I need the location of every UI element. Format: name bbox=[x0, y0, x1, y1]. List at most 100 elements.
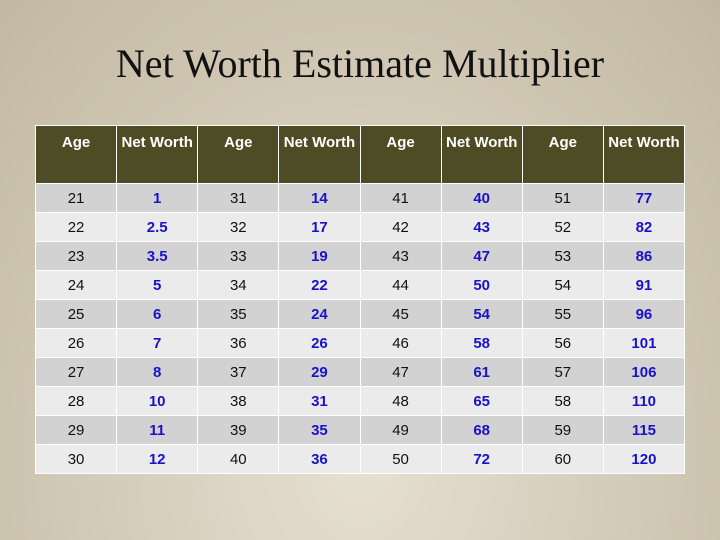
header-net-worth: Net Worth bbox=[278, 125, 361, 184]
header-row: Age Net Worth Age Net Worth Age Net Wort… bbox=[34, 125, 686, 184]
net-worth-cell: 22 bbox=[278, 270, 361, 300]
age-cell: 58 bbox=[521, 386, 604, 416]
header-age: Age bbox=[521, 125, 604, 184]
header-age: Age bbox=[197, 125, 280, 184]
age-cell: 40 bbox=[197, 444, 280, 474]
net-worth-cell: 40 bbox=[440, 183, 523, 213]
age-cell: 25 bbox=[34, 299, 118, 329]
age-cell: 60 bbox=[521, 444, 604, 474]
age-cell: 24 bbox=[34, 270, 118, 300]
net-worth-cell: 8 bbox=[116, 357, 199, 387]
table-row: 21 1 31 14 41 40 51 77 bbox=[34, 183, 686, 213]
net-worth-cell: 91 bbox=[602, 270, 686, 300]
age-cell: 38 bbox=[197, 386, 280, 416]
net-worth-cell: 47 bbox=[440, 241, 523, 271]
age-cell: 42 bbox=[359, 212, 442, 242]
age-cell: 33 bbox=[197, 241, 280, 271]
age-cell: 29 bbox=[34, 415, 118, 445]
age-cell: 59 bbox=[521, 415, 604, 445]
age-cell: 34 bbox=[197, 270, 280, 300]
net-worth-cell: 54 bbox=[440, 299, 523, 329]
age-cell: 32 bbox=[197, 212, 280, 242]
net-worth-cell: 12 bbox=[116, 444, 199, 474]
table-row: 25 6 35 24 45 54 55 96 bbox=[34, 299, 686, 329]
table-row: 28 10 38 31 48 65 58 110 bbox=[34, 386, 686, 416]
net-worth-cell: 58 bbox=[440, 328, 523, 358]
net-worth-cell: 106 bbox=[602, 357, 686, 387]
age-cell: 43 bbox=[359, 241, 442, 271]
net-worth-cell: 120 bbox=[602, 444, 686, 474]
header-net-worth: Net Worth bbox=[602, 125, 686, 184]
net-worth-cell: 1 bbox=[116, 183, 199, 213]
net-worth-cell: 115 bbox=[602, 415, 686, 445]
net-worth-cell: 7 bbox=[116, 328, 199, 358]
age-cell: 47 bbox=[359, 357, 442, 387]
table-row: 29 11 39 35 49 68 59 115 bbox=[34, 415, 686, 445]
table-row: 26 7 36 26 46 58 56 101 bbox=[34, 328, 686, 358]
age-cell: 30 bbox=[34, 444, 118, 474]
age-cell: 39 bbox=[197, 415, 280, 445]
age-cell: 26 bbox=[34, 328, 118, 358]
net-worth-cell: 35 bbox=[278, 415, 361, 445]
net-worth-cell: 24 bbox=[278, 299, 361, 329]
net-worth-cell: 6 bbox=[116, 299, 199, 329]
age-cell: 51 bbox=[521, 183, 604, 213]
age-cell: 56 bbox=[521, 328, 604, 358]
table-row: 22 2.5 32 17 42 43 52 82 bbox=[34, 212, 686, 242]
net-worth-cell: 2.5 bbox=[116, 212, 199, 242]
net-worth-cell: 17 bbox=[278, 212, 361, 242]
age-cell: 35 bbox=[197, 299, 280, 329]
net-worth-cell: 68 bbox=[440, 415, 523, 445]
net-worth-cell: 72 bbox=[440, 444, 523, 474]
age-cell: 36 bbox=[197, 328, 280, 358]
multiplier-table: Age Net Worth Age Net Worth Age Net Wort… bbox=[34, 125, 686, 474]
age-cell: 28 bbox=[34, 386, 118, 416]
net-worth-cell: 19 bbox=[278, 241, 361, 271]
age-cell: 49 bbox=[359, 415, 442, 445]
net-worth-cell: 29 bbox=[278, 357, 361, 387]
age-cell: 45 bbox=[359, 299, 442, 329]
net-worth-cell: 26 bbox=[278, 328, 361, 358]
age-cell: 23 bbox=[34, 241, 118, 271]
age-cell: 55 bbox=[521, 299, 604, 329]
age-cell: 53 bbox=[521, 241, 604, 271]
header-net-worth: Net Worth bbox=[116, 125, 199, 184]
header-age: Age bbox=[359, 125, 442, 184]
age-cell: 48 bbox=[359, 386, 442, 416]
header-net-worth: Net Worth bbox=[440, 125, 523, 184]
age-cell: 57 bbox=[521, 357, 604, 387]
table-row: 23 3.5 33 19 43 47 53 86 bbox=[34, 241, 686, 271]
table-row: 30 12 40 36 50 72 60 120 bbox=[34, 444, 686, 474]
age-cell: 37 bbox=[197, 357, 280, 387]
age-cell: 21 bbox=[34, 183, 118, 213]
age-cell: 41 bbox=[359, 183, 442, 213]
net-worth-cell: 14 bbox=[278, 183, 361, 213]
age-cell: 27 bbox=[34, 357, 118, 387]
net-worth-cell: 31 bbox=[278, 386, 361, 416]
net-worth-cell: 11 bbox=[116, 415, 199, 445]
age-cell: 50 bbox=[359, 444, 442, 474]
net-worth-cell: 43 bbox=[440, 212, 523, 242]
net-worth-cell: 3.5 bbox=[116, 241, 199, 271]
net-worth-cell: 96 bbox=[602, 299, 686, 329]
net-worth-cell: 77 bbox=[602, 183, 686, 213]
header-age: Age bbox=[34, 125, 118, 184]
net-worth-cell: 110 bbox=[602, 386, 686, 416]
age-cell: 31 bbox=[197, 183, 280, 213]
net-worth-cell: 61 bbox=[440, 357, 523, 387]
net-worth-cell: 10 bbox=[116, 386, 199, 416]
net-worth-cell: 50 bbox=[440, 270, 523, 300]
age-cell: 22 bbox=[34, 212, 118, 242]
age-cell: 54 bbox=[521, 270, 604, 300]
net-worth-cell: 86 bbox=[602, 241, 686, 271]
age-cell: 52 bbox=[521, 212, 604, 242]
net-worth-cell: 36 bbox=[278, 444, 361, 474]
age-cell: 46 bbox=[359, 328, 442, 358]
net-worth-cell: 5 bbox=[116, 270, 199, 300]
table-row: 24 5 34 22 44 50 54 91 bbox=[34, 270, 686, 300]
table-row: 27 8 37 29 47 61 57 106 bbox=[34, 357, 686, 387]
net-worth-cell: 101 bbox=[602, 328, 686, 358]
age-cell: 44 bbox=[359, 270, 442, 300]
net-worth-cell: 65 bbox=[440, 386, 523, 416]
net-worth-cell: 82 bbox=[602, 212, 686, 242]
